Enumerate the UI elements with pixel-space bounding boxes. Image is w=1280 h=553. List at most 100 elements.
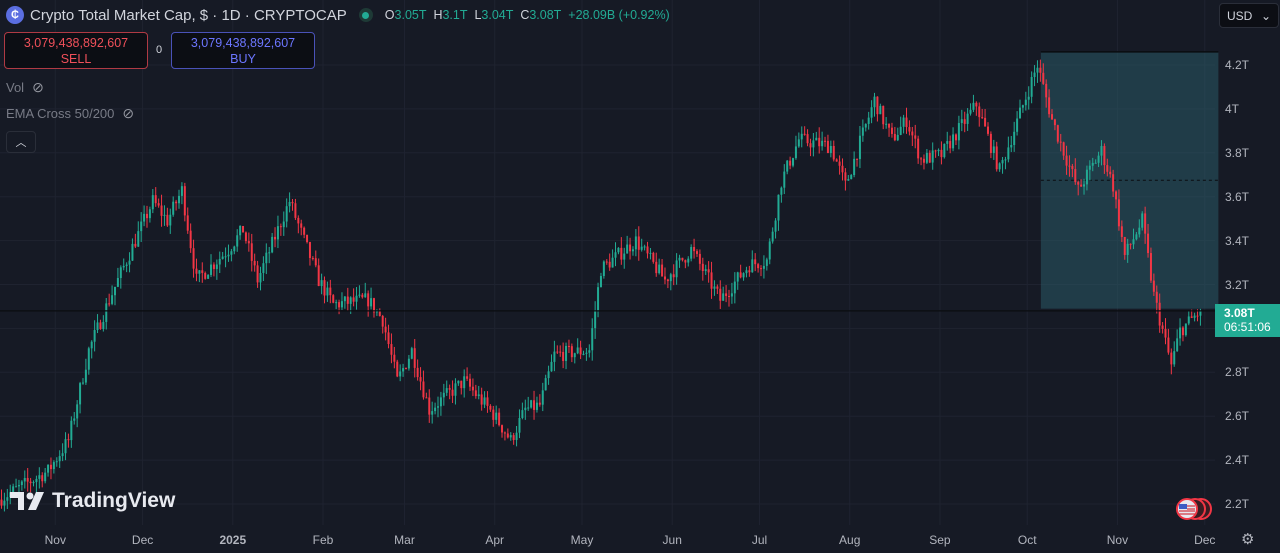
price-axis-label: 3.6T bbox=[1225, 189, 1250, 204]
sell-button[interactable]: 3,079,438,892,607 SELL bbox=[4, 32, 148, 69]
candle-down bbox=[306, 234, 309, 243]
candle-up bbox=[873, 96, 876, 108]
eye-off-icon[interactable]: ⊘ bbox=[122, 105, 135, 121]
candle-up bbox=[1091, 162, 1094, 166]
price-axis-label: 3.4T bbox=[1225, 233, 1250, 248]
candle-up bbox=[224, 256, 227, 258]
candle-up bbox=[1193, 315, 1196, 318]
candle-up bbox=[745, 270, 748, 274]
collapse-legend-button[interactable]: ︿ bbox=[6, 131, 36, 153]
candle-down bbox=[1149, 253, 1152, 281]
candle-up bbox=[1100, 146, 1103, 156]
candle-up bbox=[483, 397, 486, 405]
candle-down bbox=[297, 217, 300, 224]
candle-down bbox=[1115, 191, 1118, 200]
candle-up bbox=[885, 123, 888, 125]
candle-down bbox=[361, 294, 364, 298]
candle-down bbox=[757, 264, 760, 269]
buy-price: 3,079,438,892,607 bbox=[190, 36, 296, 50]
range-box bbox=[1040, 51, 1219, 309]
candle-down bbox=[425, 397, 428, 399]
candle-down bbox=[1161, 325, 1164, 329]
candle-down bbox=[1158, 302, 1161, 326]
candle-down bbox=[250, 243, 253, 261]
candle-up bbox=[631, 249, 634, 252]
indicator-vol[interactable]: Vol ⊘ bbox=[6, 79, 44, 95]
candle-up bbox=[1173, 351, 1176, 365]
bar-countdown: 06:51:06 bbox=[1224, 320, 1271, 334]
candle-down bbox=[204, 272, 207, 279]
candle-up bbox=[276, 226, 279, 240]
candle-up bbox=[821, 140, 824, 147]
candle-up bbox=[180, 186, 183, 196]
currency-select[interactable]: USD ⌄ bbox=[1219, 3, 1279, 28]
candle-down bbox=[562, 352, 565, 361]
candle-up bbox=[140, 221, 143, 232]
candle-up bbox=[370, 298, 373, 307]
candle-down bbox=[824, 140, 827, 142]
candle-up bbox=[1085, 169, 1088, 185]
candle-down bbox=[663, 276, 666, 280]
time-axis-label: Mar bbox=[394, 533, 415, 547]
eye-off-icon[interactable]: ⊘ bbox=[32, 79, 44, 95]
candle-down bbox=[838, 161, 841, 166]
candle-up bbox=[343, 296, 346, 302]
candle-up bbox=[1010, 144, 1013, 148]
candle-up bbox=[210, 264, 213, 275]
candle-up bbox=[442, 392, 445, 398]
candle-down bbox=[1120, 226, 1123, 237]
price-axis-label: 2.6T bbox=[1225, 409, 1250, 424]
candle-down bbox=[416, 367, 419, 378]
candle-up bbox=[544, 378, 547, 391]
candle-down bbox=[707, 269, 710, 273]
candle-down bbox=[512, 435, 515, 441]
candle-up bbox=[669, 274, 672, 282]
settings-gear-icon[interactable]: ⚙ bbox=[1241, 531, 1255, 548]
candle-up bbox=[437, 406, 439, 408]
candle-up bbox=[524, 407, 527, 411]
candle-up bbox=[1179, 327, 1182, 339]
candle-up bbox=[527, 407, 530, 409]
symbol-title[interactable]: Crypto Total Market Cap, $ · 1D · CRYPTO… bbox=[30, 6, 347, 24]
candle-down bbox=[908, 127, 911, 132]
candle-up bbox=[148, 209, 151, 219]
candle-up bbox=[439, 397, 442, 407]
candle-down bbox=[503, 432, 506, 434]
candle-up bbox=[81, 382, 84, 384]
candle-down bbox=[1080, 184, 1083, 187]
candle-down bbox=[608, 261, 611, 268]
candle-up bbox=[792, 158, 795, 166]
buy-button[interactable]: 3,079,438,892,607 BUY bbox=[171, 32, 315, 69]
candle-up bbox=[614, 252, 617, 258]
candle-up bbox=[17, 485, 20, 487]
candle-down bbox=[212, 264, 215, 269]
candle-down bbox=[471, 386, 474, 391]
indicator-ema-cross[interactable]: EMA Cross 50/200 ⊘ bbox=[6, 105, 135, 121]
candle-up bbox=[113, 286, 116, 296]
candle-up bbox=[268, 252, 271, 254]
candle-down bbox=[832, 145, 835, 160]
candle-down bbox=[1147, 233, 1150, 254]
economic-events-icon[interactable] bbox=[1174, 497, 1212, 521]
candle-up bbox=[265, 252, 268, 264]
candle-up bbox=[23, 478, 26, 482]
candle-up bbox=[1036, 67, 1039, 73]
buy-label: BUY bbox=[230, 52, 256, 66]
candle-down bbox=[1167, 337, 1170, 353]
candle-down bbox=[911, 131, 914, 136]
candle-down bbox=[995, 146, 998, 170]
price-axis-label: 4T bbox=[1225, 101, 1240, 116]
candle-down bbox=[0, 499, 3, 506]
candle-down bbox=[533, 400, 536, 410]
candle-down bbox=[428, 397, 431, 415]
candle-down bbox=[134, 243, 137, 247]
candle-up bbox=[829, 145, 832, 154]
candle-down bbox=[963, 119, 966, 124]
candle-up bbox=[96, 322, 99, 331]
candle-down bbox=[49, 464, 52, 470]
candle-down bbox=[789, 160, 792, 166]
candle-up bbox=[591, 328, 594, 351]
candle-down bbox=[844, 172, 847, 181]
tradingview-logo[interactable]: TradingView bbox=[10, 489, 175, 513]
